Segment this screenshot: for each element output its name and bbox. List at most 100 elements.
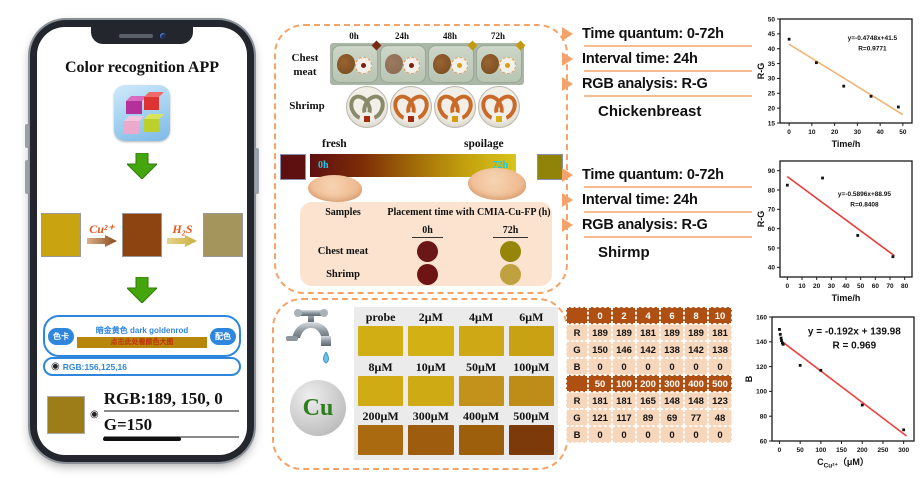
color-match-button[interactable]: 配色	[210, 327, 236, 345]
time-label: 72h	[490, 31, 505, 41]
chest-meat-photo	[332, 40, 382, 83]
concentration-label: 6μM	[519, 310, 544, 324]
annotation-text: Time quantum: 0-72h	[582, 26, 724, 42]
chest-meat-photo-strip	[330, 40, 526, 85]
svg-text:15: 15	[768, 120, 776, 127]
annotation-text: Interval time: 24h	[582, 51, 698, 67]
table-value-cell: 146	[612, 341, 636, 358]
concentration-cell: probe	[358, 309, 404, 359]
cu-element-badge: Cu	[290, 380, 346, 436]
table-value-cell: 121	[588, 409, 612, 426]
volume-up-button[interactable]	[25, 124, 29, 148]
table-row-label: G	[566, 409, 588, 426]
svg-text:30: 30	[828, 283, 836, 290]
table-value-cell: 0	[660, 358, 684, 375]
h2s-reaction-arrow: H₂S	[165, 223, 200, 247]
svg-text:50: 50	[899, 129, 907, 136]
table-value-cell: 181	[708, 324, 732, 341]
table-value-cell: 0	[660, 426, 684, 443]
radio-icon[interactable]: ◉	[90, 409, 99, 420]
radio-icon[interactable]: ◉	[51, 360, 60, 372]
svg-text:50: 50	[857, 283, 865, 290]
table-header-cell: 4	[636, 307, 660, 324]
concentration-swatch	[458, 375, 504, 406]
svg-text:150: 150	[836, 447, 847, 454]
table-value-cell: 77	[684, 409, 708, 426]
triangle-bullet-icon	[562, 52, 573, 66]
table-header-cell: 400	[684, 375, 708, 392]
concentration-label: 50μM	[466, 359, 497, 374]
table-header-cell: 2	[612, 307, 636, 324]
chest-meat-label: Chest meat	[291, 52, 319, 78]
svg-text:100: 100	[756, 389, 767, 396]
annotation-underline	[584, 45, 752, 47]
svg-text:100: 100	[815, 447, 826, 454]
color-preview-bar[interactable]: 点击此处看颜色大图	[77, 336, 207, 348]
annotation-row: RGB analysis: R-G	[562, 217, 760, 233]
svg-text:CCu²⁺（μM）: CCu²⁺（μM）	[817, 457, 869, 470]
table-header-cell: 10	[708, 307, 732, 324]
table-value-cell: 0	[684, 358, 708, 375]
table-value-cell: 138	[708, 341, 732, 358]
spoilage-panel: 0h 24h 48h 72h Chest meat Shrimp fresh spoi…	[274, 24, 568, 294]
home-indicator[interactable]	[103, 437, 181, 441]
svg-text:0: 0	[778, 447, 782, 454]
bar-end-label: 72h	[492, 160, 508, 171]
table-row-label: G	[566, 341, 588, 358]
concentration-cell: 500μM	[508, 408, 554, 458]
annotation-title: Chickenbreast	[598, 103, 702, 120]
down-arrow-icon	[125, 152, 159, 184]
samples-header: Samples	[325, 206, 361, 218]
time-labels-row: 0h 24h 48h 72h	[330, 31, 522, 41]
table-value-cell: 0	[612, 358, 636, 375]
probe-panel: Cu probe 2μM 4μM 6μM 8μM 10μM 50μM 100μM 200μM 30…	[272, 298, 568, 470]
fresh-label: fresh	[322, 138, 347, 150]
svg-text:20: 20	[813, 283, 821, 290]
rgb-readout-field: ◉ RGB:156,125,16	[43, 357, 241, 376]
svg-text:60: 60	[760, 438, 768, 445]
svg-text:200: 200	[857, 447, 868, 454]
concentration-swatch	[358, 425, 404, 456]
concentration-cell: 8μM	[358, 359, 404, 409]
cu-reaction-arrow: Cu²⁺	[84, 223, 119, 247]
table-value-cell: 165	[636, 392, 660, 409]
color-picker-widget: 色卡 暗金黄色 dark goldenrod 点击此处看颜色大图 配色	[43, 315, 241, 357]
time-label: 48h	[442, 31, 457, 41]
water-tap-icon	[282, 308, 346, 377]
svg-text:y=-0.5896x+88.95: y=-0.5896x+88.95	[838, 191, 892, 198]
volume-down-button[interactable]	[25, 160, 29, 194]
concentration-label: 200μM	[362, 409, 399, 424]
table-value-cell: 69	[660, 409, 684, 426]
concentration-cell: 6μM	[508, 309, 554, 359]
time-label: 0h	[349, 31, 359, 41]
table-header-cell: 200	[636, 375, 660, 392]
annotation-row: Interval time: 24h	[562, 192, 760, 208]
table-header-cell: 50	[588, 375, 612, 392]
concentration-label: 8μM	[368, 359, 393, 374]
picker-center: 暗金黄色 dark goldenrod 点击此处看颜色大图	[77, 325, 207, 348]
svg-text:70: 70	[886, 283, 894, 290]
shrimp-label: Shrimp	[289, 100, 325, 112]
concentration-cell: 4μM	[458, 309, 504, 359]
svg-text:70: 70	[768, 207, 776, 214]
triangle-bullet-icon	[562, 168, 573, 182]
table-value-cell: 0	[708, 358, 732, 375]
shrimp-photo	[388, 86, 434, 128]
concentration-label: 10μM	[415, 359, 446, 374]
cu-concentration-scatter-chart: 0 50 100 150 200 250 300 60 80 100 120 140 160 y = -0…	[744, 309, 922, 477]
svg-text:120: 120	[756, 364, 767, 371]
shrimp-photo	[476, 86, 522, 128]
probe-color-swatch	[41, 213, 82, 257]
concentration-cell: 300μM	[408, 408, 454, 458]
svg-text:80: 80	[760, 414, 768, 421]
concentration-label: 300μM	[412, 409, 449, 424]
sample-color-dot	[500, 240, 521, 262]
svg-text:25: 25	[768, 91, 776, 98]
sample-color-dot	[417, 240, 438, 262]
color-card-button[interactable]: 色卡	[48, 327, 74, 345]
table-value-cell: 181	[612, 392, 636, 409]
color-cubes-app-icon[interactable]	[114, 85, 170, 141]
svg-text:50: 50	[768, 245, 776, 252]
concentration-swatch	[458, 425, 504, 456]
power-button[interactable]	[255, 148, 259, 194]
